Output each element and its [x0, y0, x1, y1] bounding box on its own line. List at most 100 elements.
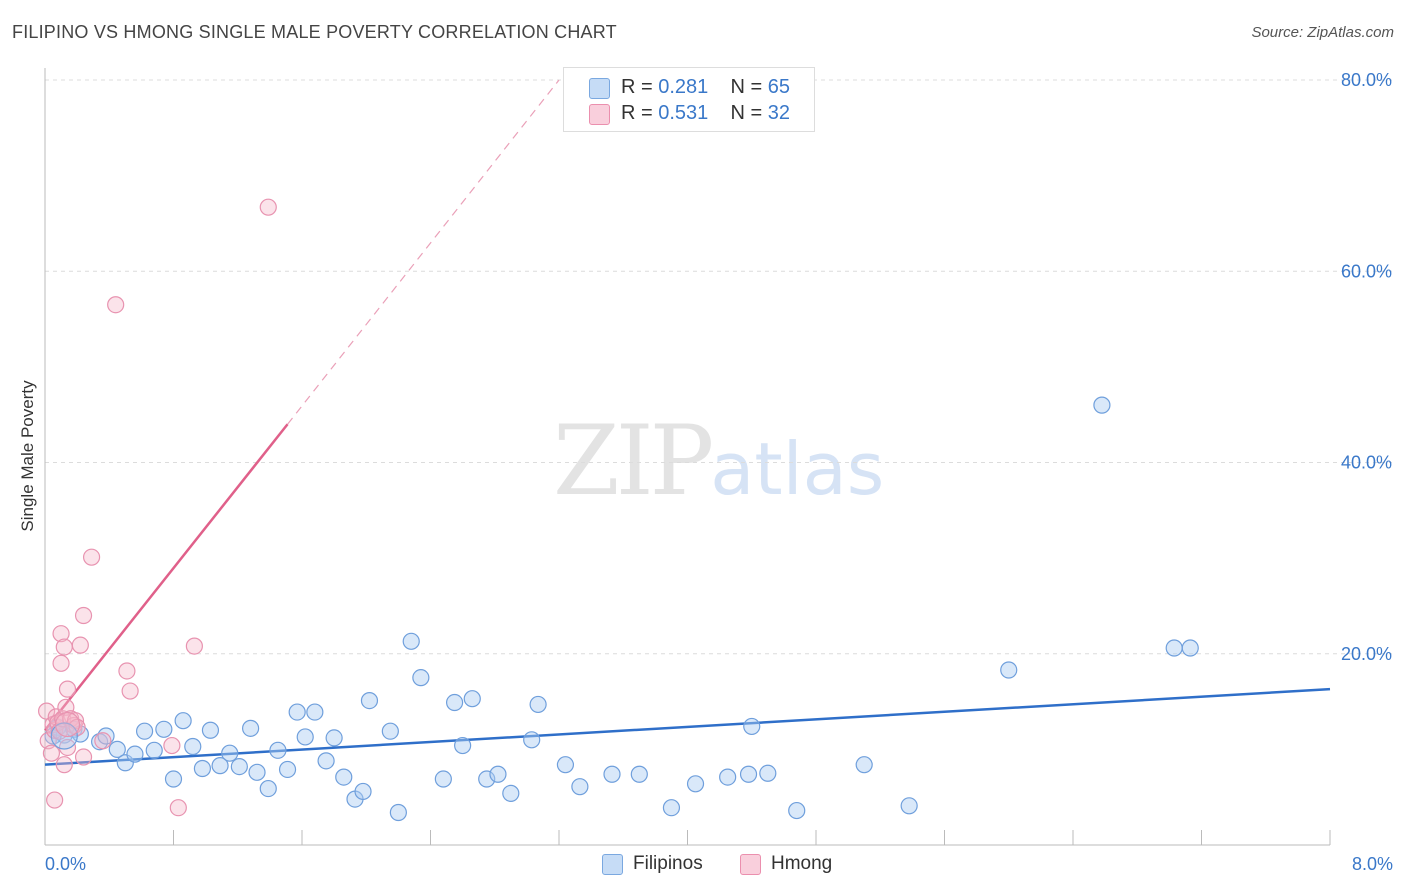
data-point-filipinos — [97, 727, 115, 745]
data-point-hmong — [55, 756, 73, 774]
data-point-filipinos — [211, 757, 229, 775]
trend-extension-hmong — [287, 79, 560, 425]
filipinos-r-value: 0.281 — [658, 76, 709, 98]
data-point-filipinos — [306, 703, 324, 721]
data-point-filipinos — [402, 632, 420, 650]
data-point-filipinos — [145, 741, 163, 759]
data-point-filipinos — [317, 752, 335, 770]
data-point-hmong — [42, 744, 61, 762]
y-tick-label: 20.0% — [1341, 644, 1392, 664]
data-point-filipinos — [463, 690, 481, 708]
data-point-hmong — [58, 738, 77, 757]
y-tick-label: 40.0% — [1341, 453, 1392, 473]
data-point-filipinos — [1165, 639, 1183, 657]
trend-lines — [44, 79, 1331, 766]
data-point-filipinos — [242, 719, 260, 737]
data-point-filipinos — [1093, 396, 1111, 414]
data-point-filipinos — [529, 695, 547, 714]
chart-title: FILIPINO VS HMONG SINGLE MALE POVERTY CO… — [12, 22, 617, 42]
data-point-filipinos — [1000, 661, 1018, 679]
data-point-hmong — [163, 736, 181, 755]
trend-line-filipinos — [44, 687, 1331, 766]
data-point-filipinos — [662, 799, 681, 817]
data-point-hmong — [118, 662, 136, 680]
data-point-hmong — [94, 732, 112, 750]
data-point-filipinos — [174, 712, 192, 730]
data-point-filipinos — [135, 722, 154, 740]
data-point-filipinos — [686, 775, 705, 793]
axes — [44, 68, 1331, 846]
data-point-hmong — [82, 548, 101, 566]
data-point-filipinos — [184, 737, 202, 756]
filipinos-r-label: R = — [621, 76, 659, 98]
tick-labels: 20.0% 40.0% 60.0% 80.0% 0.0% 8.0% — [45, 70, 1393, 874]
data-point-filipinos — [248, 763, 266, 781]
data-point-hmong — [52, 625, 70, 643]
data-point-filipinos — [155, 720, 173, 738]
data-point-hmong — [121, 682, 139, 700]
data-point-filipinos — [116, 754, 134, 772]
x-tick-label: 0.0% — [45, 854, 86, 874]
watermark-zip: ZIP — [553, 405, 714, 517]
data-point-filipinos — [269, 741, 287, 759]
filipinos-legend-label: Filipinos — [633, 853, 703, 874]
data-point-hmong — [54, 711, 81, 738]
watermark-atlas: atlas — [710, 427, 885, 511]
y-axis-label: Single Male Poverty — [18, 380, 37, 532]
data-point-filipinos — [230, 757, 248, 776]
data-point-filipinos — [193, 759, 212, 778]
data-point-filipinos — [259, 779, 277, 798]
data-point-hmong — [74, 606, 93, 625]
data-point-hmong — [107, 296, 125, 314]
data-point-hmong — [71, 636, 89, 654]
watermark: ZIPatlas — [553, 405, 884, 517]
x-tick-label: 8.0% — [1352, 854, 1393, 874]
data-point-filipinos — [719, 768, 737, 786]
data-point-filipinos — [523, 731, 541, 749]
data-point-filipinos — [360, 692, 379, 710]
data-point-filipinos — [354, 782, 372, 801]
data-point-filipinos — [571, 778, 589, 796]
data-point-hmong — [46, 791, 64, 809]
filipinos-n-value: 65 — [767, 76, 791, 98]
correlation-legend: R = 0.281 N = 65 R = 0.531 N = 32 — [563, 67, 815, 132]
hmong-legend-swatch — [740, 854, 761, 875]
data-point-filipinos — [556, 756, 575, 774]
y-tick-label: 80.0% — [1341, 70, 1392, 90]
filipinos-legend-swatch — [602, 854, 623, 875]
data-points — [38, 198, 1199, 822]
data-point-filipinos — [1181, 639, 1199, 657]
filipinos-n-label: N = — [730, 76, 768, 98]
data-point-filipinos — [603, 765, 621, 783]
y-tick-label: 60.0% — [1341, 261, 1392, 281]
data-point-filipinos — [278, 760, 297, 779]
hmong-n-label: N = — [730, 102, 768, 124]
data-point-filipinos — [381, 722, 399, 740]
hmong-legend-label: Hmong — [771, 853, 833, 874]
data-point-hmong — [74, 748, 93, 766]
data-point-filipinos — [739, 765, 758, 783]
filipinos-swatch — [589, 78, 610, 99]
data-point-hmong — [58, 680, 77, 698]
trend-line-hmong — [44, 423, 289, 732]
data-point-hmong — [169, 799, 187, 817]
data-point-filipinos — [630, 765, 648, 783]
data-point-filipinos — [502, 784, 520, 802]
data-point-filipinos — [335, 768, 353, 786]
data-point-filipinos — [743, 717, 761, 736]
data-point-filipinos — [325, 729, 343, 747]
hmong-swatch — [589, 104, 610, 125]
data-point-filipinos — [445, 693, 464, 712]
data-point-filipinos — [855, 756, 873, 774]
hmong-r-label: R = — [621, 102, 659, 124]
data-point-filipinos — [478, 770, 496, 788]
data-point-filipinos — [126, 745, 144, 763]
source-label: Source: ZipAtlas.com — [1251, 24, 1394, 41]
data-point-filipinos — [454, 736, 472, 755]
data-point-filipinos — [221, 744, 239, 762]
hmong-r-value: 0.531 — [658, 102, 709, 124]
data-point-filipinos — [164, 770, 183, 788]
hmong-n-value: 32 — [767, 102, 791, 124]
data-point-hmong — [259, 198, 277, 216]
data-point-hmong — [55, 638, 73, 656]
